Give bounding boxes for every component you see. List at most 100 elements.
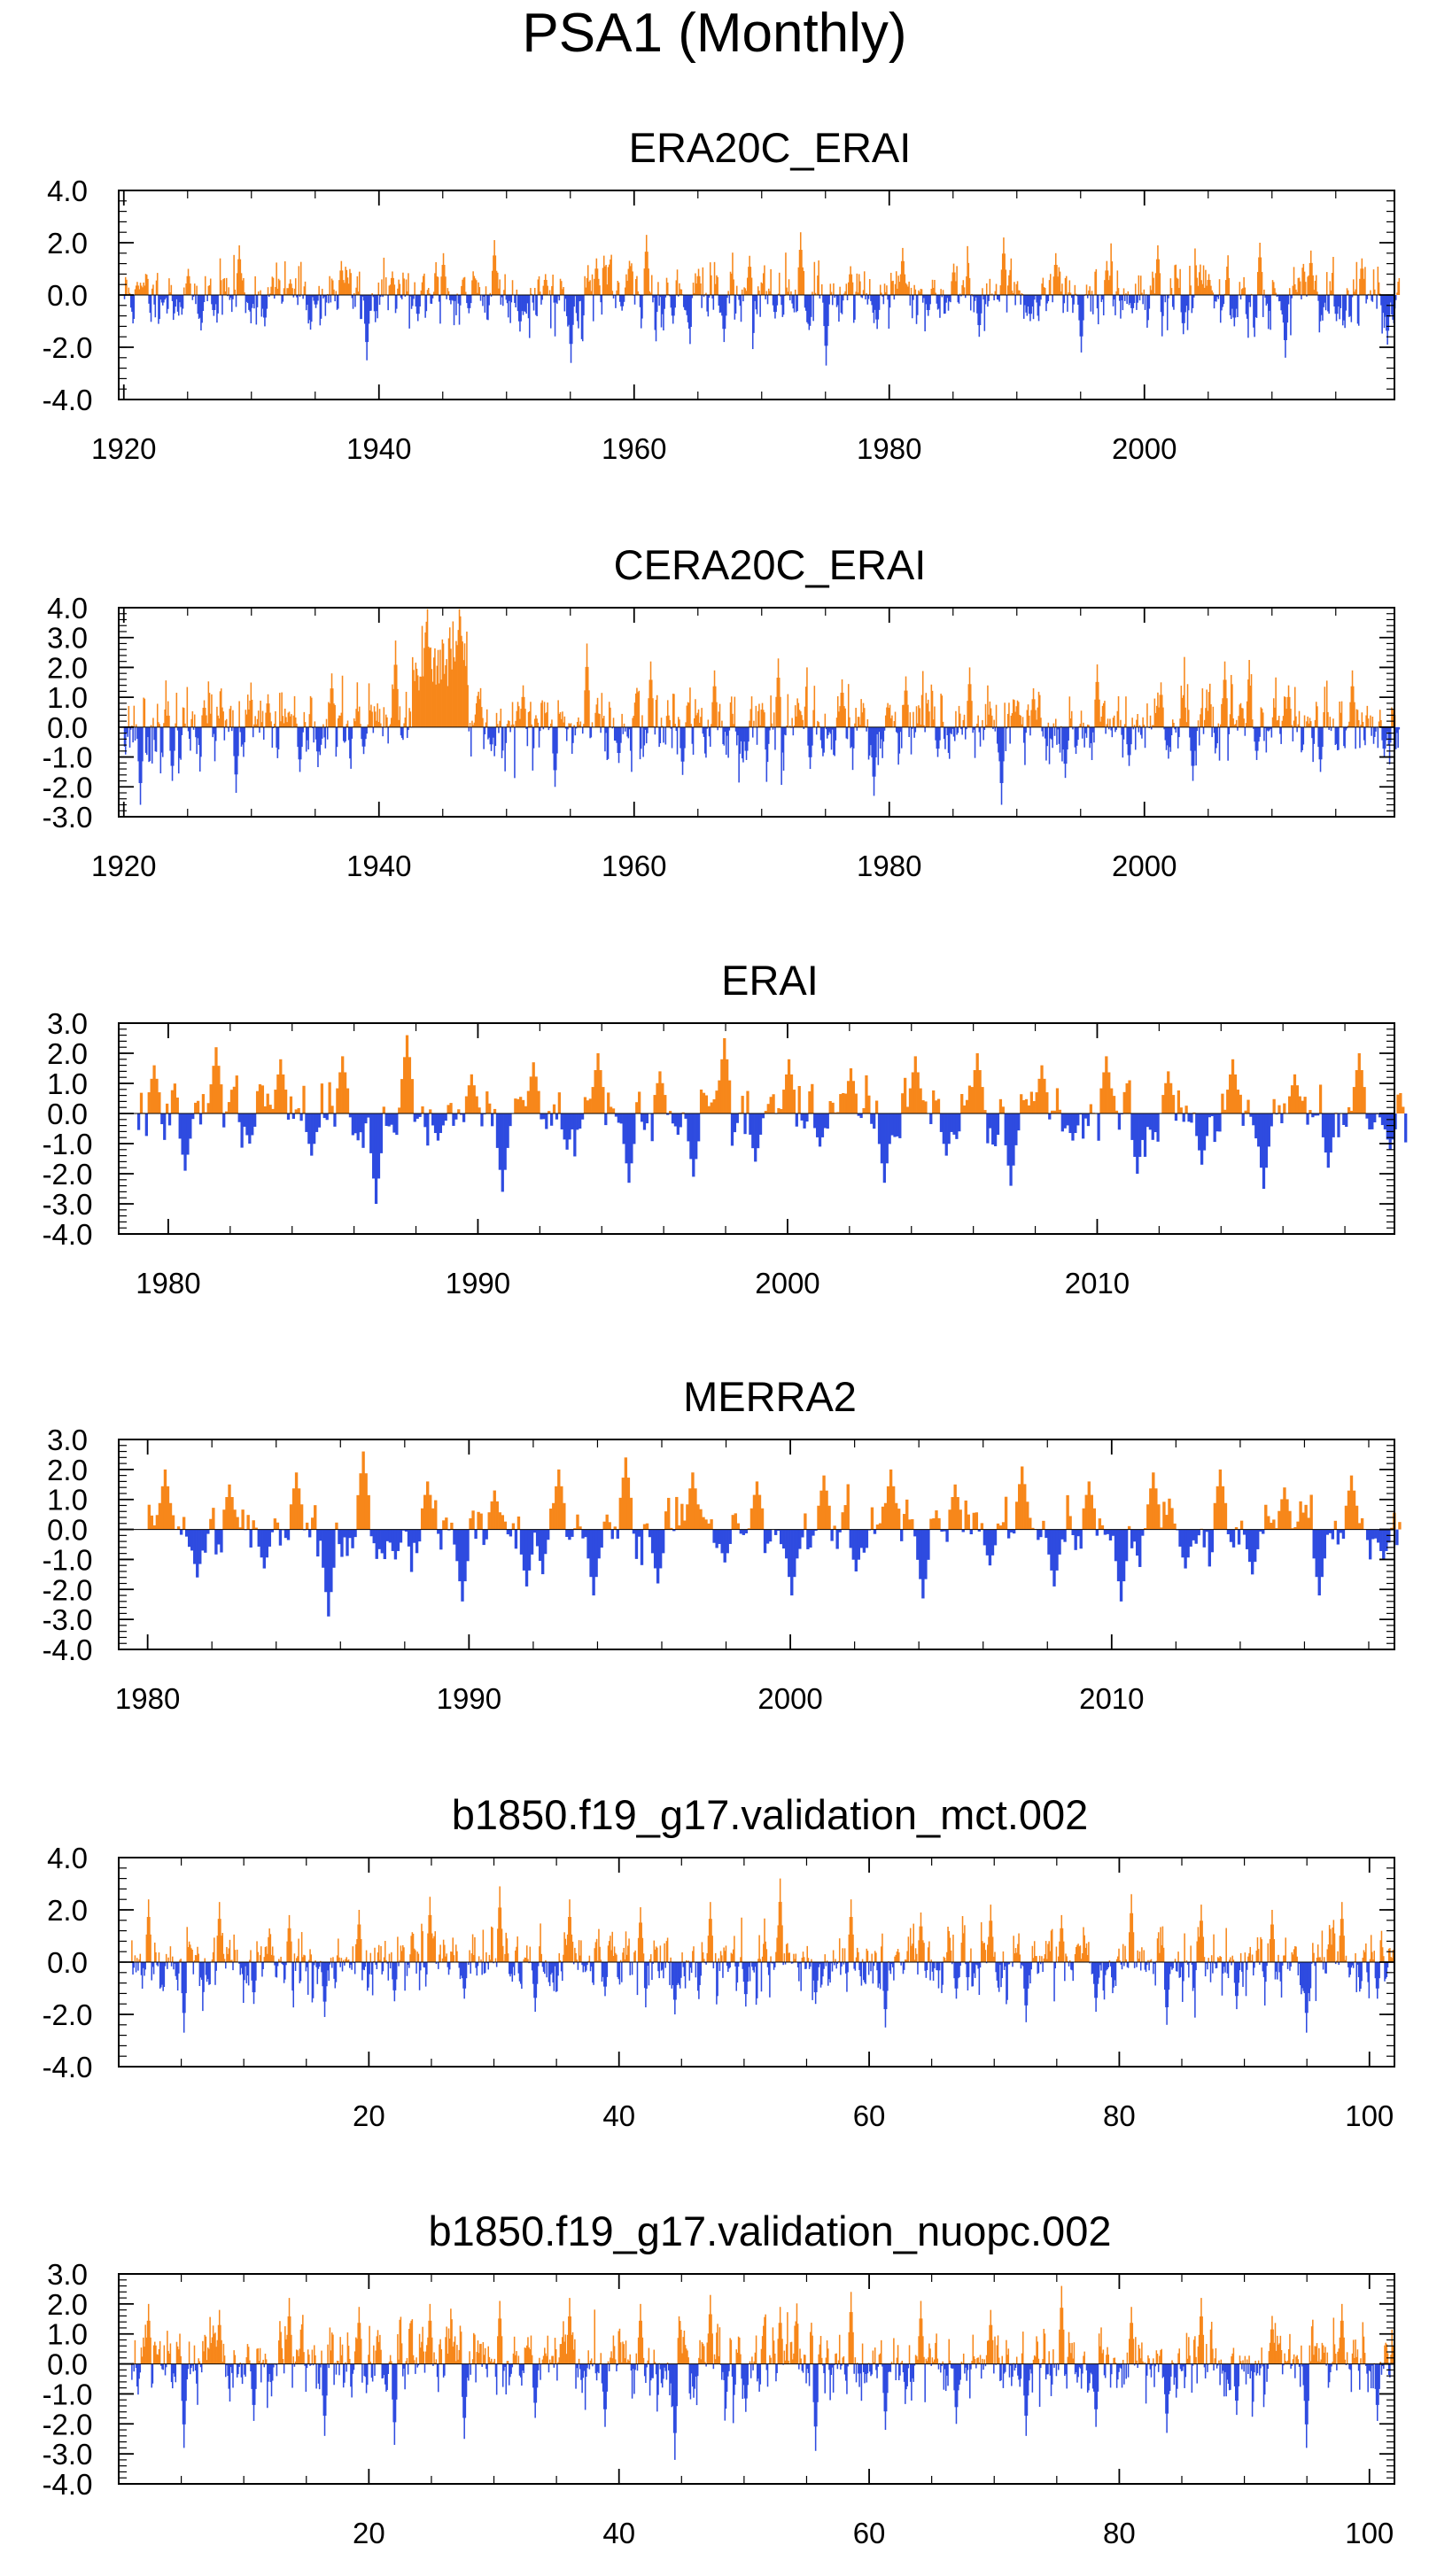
bar xyxy=(412,1933,415,1962)
bar xyxy=(523,1959,524,1962)
bar xyxy=(650,1113,654,1142)
bar xyxy=(733,724,734,727)
bar xyxy=(416,295,419,322)
bar xyxy=(937,1517,941,1530)
bar xyxy=(950,1113,953,1132)
bar xyxy=(1015,1952,1018,1962)
bar xyxy=(1186,1962,1189,1965)
bar xyxy=(398,1107,401,1113)
bar xyxy=(1018,1933,1020,1962)
bar xyxy=(460,1113,463,1115)
bar xyxy=(270,1954,273,1962)
bar xyxy=(665,277,668,295)
bar xyxy=(212,1508,215,1530)
bar xyxy=(485,722,487,727)
bar xyxy=(741,289,743,295)
bar xyxy=(327,1529,330,1617)
bar xyxy=(434,273,436,295)
bar xyxy=(294,717,297,727)
bar xyxy=(269,293,271,295)
bar xyxy=(1157,1504,1161,1530)
bar xyxy=(1074,284,1076,295)
bar xyxy=(1203,287,1206,295)
bar xyxy=(442,252,445,295)
bar xyxy=(1129,295,1131,304)
bar xyxy=(751,726,754,738)
bar xyxy=(836,1962,839,1964)
bar xyxy=(347,1959,350,1962)
bar xyxy=(1207,1962,1208,1970)
bar xyxy=(301,726,303,748)
bar xyxy=(905,283,907,295)
bar xyxy=(1105,1056,1108,1113)
bar xyxy=(1159,694,1161,727)
bar xyxy=(275,286,276,295)
bar xyxy=(1177,278,1179,295)
bar xyxy=(676,1962,678,1985)
bar xyxy=(734,1936,735,1962)
bar xyxy=(537,1090,540,1113)
bar xyxy=(902,1962,905,1975)
bar xyxy=(1338,726,1340,750)
bar xyxy=(999,726,1002,783)
bar xyxy=(395,1962,398,1980)
bar xyxy=(415,1113,419,1119)
bar xyxy=(993,1529,998,1546)
bar xyxy=(318,726,320,752)
bar xyxy=(789,1074,794,1113)
bar xyxy=(727,291,729,295)
bar xyxy=(155,280,158,295)
bar xyxy=(1324,1113,1328,1153)
bar xyxy=(594,1070,597,1113)
bar xyxy=(447,686,449,727)
bar xyxy=(801,250,803,295)
bar xyxy=(849,717,850,727)
bar xyxy=(606,726,609,761)
bar xyxy=(783,295,786,297)
bar xyxy=(243,277,245,295)
bar xyxy=(1367,293,1370,295)
bar xyxy=(190,283,191,295)
bar xyxy=(629,266,632,295)
bar xyxy=(994,1951,996,1962)
bar xyxy=(1229,295,1231,315)
bar xyxy=(1186,684,1189,727)
bar xyxy=(1098,1518,1102,1530)
bar-series xyxy=(136,1035,1408,1204)
bar xyxy=(555,295,557,303)
bar xyxy=(1371,726,1372,736)
bar xyxy=(214,726,216,762)
bar xyxy=(315,726,318,752)
bar xyxy=(157,1962,159,1967)
bar xyxy=(493,1962,494,1964)
bar xyxy=(819,295,821,299)
bar xyxy=(867,1529,872,1531)
bar xyxy=(979,726,982,747)
bar xyxy=(277,278,280,295)
bar xyxy=(555,1486,558,1530)
bar xyxy=(1380,1113,1385,1126)
bar xyxy=(435,684,437,727)
bar xyxy=(444,1113,447,1121)
bar xyxy=(1158,259,1160,295)
bar xyxy=(1250,1529,1254,1575)
bar xyxy=(678,1525,681,1530)
bar xyxy=(146,1917,149,1962)
bar xyxy=(618,1497,622,1530)
bar xyxy=(1291,725,1293,727)
bar xyxy=(743,1962,746,1995)
bar xyxy=(842,295,844,301)
bar xyxy=(1156,1113,1160,1142)
bar xyxy=(287,1928,290,1962)
bar xyxy=(712,295,715,310)
bar xyxy=(253,724,255,727)
bar xyxy=(583,724,585,727)
bar xyxy=(1080,1959,1083,1962)
bar xyxy=(617,1113,620,1123)
bar xyxy=(776,678,779,727)
bar xyxy=(603,1962,605,1987)
bar xyxy=(920,1912,922,1962)
bar xyxy=(617,726,619,753)
bar xyxy=(581,1529,585,1539)
bar xyxy=(1140,1113,1145,1140)
